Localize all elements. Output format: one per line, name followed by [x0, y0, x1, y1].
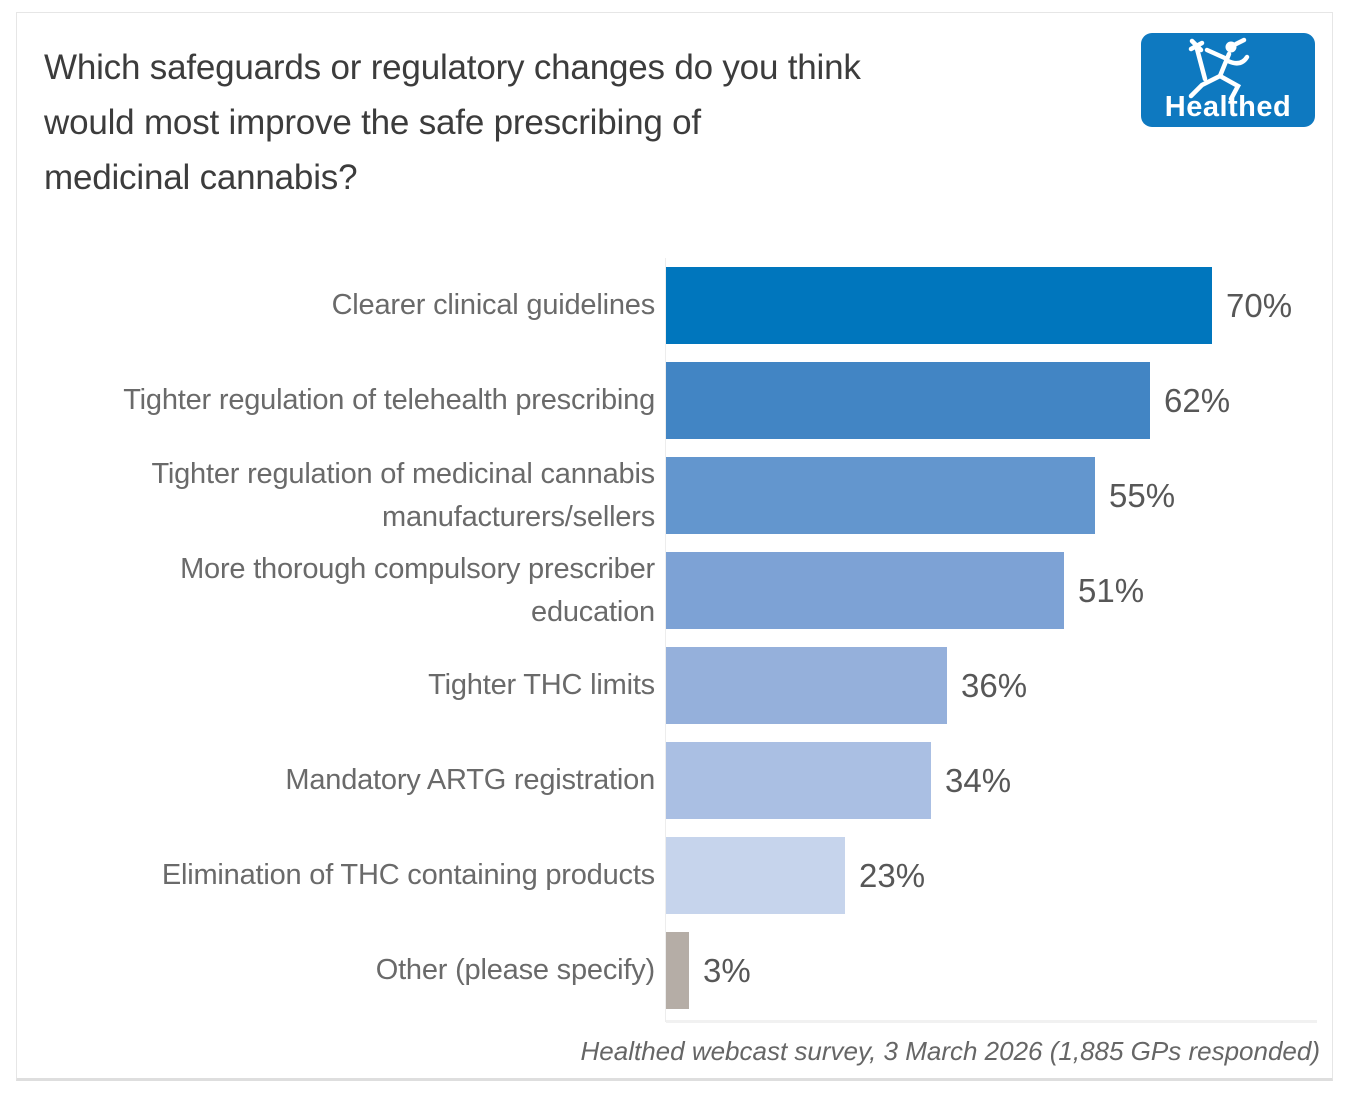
- bar: [666, 457, 1095, 534]
- source-caption: Healthed webcast survey, 3 March 2026 (1…: [580, 1036, 1320, 1066]
- bar: [666, 837, 845, 914]
- chart-row: More thorough compulsory prescriber educ…: [0, 543, 1333, 638]
- chart-title-line: would most improve the safe prescribing …: [44, 103, 701, 142]
- bar-zone: 3%: [666, 923, 1333, 1018]
- chart-row: Mandatory ARTG registration 34%: [0, 733, 1333, 828]
- category-label: Other (please specify): [375, 954, 655, 986]
- category-label: Clearer clinical guidelines: [331, 289, 656, 321]
- bar: [666, 267, 1212, 344]
- value-label: 36%: [961, 666, 1028, 704]
- bar-zone: 23%: [666, 828, 1333, 923]
- value-label: 34%: [945, 761, 1012, 799]
- chart-row: Tighter regulation of medicinal cannabis…: [0, 448, 1333, 543]
- bar-zone: 34%: [666, 733, 1333, 828]
- chart-row: Elimination of THC containing products 2…: [0, 828, 1333, 923]
- category-label: Tighter regulation of telehealth prescri…: [123, 384, 655, 416]
- bar-zone: 51%: [666, 543, 1333, 638]
- chart-title-line: medicinal cannabis?: [44, 158, 358, 197]
- caption-separator: [666, 1020, 1317, 1023]
- axis-baseline: [665, 258, 666, 1022]
- bar-chart: Clearer clinical guidelines 70% Tighter …: [0, 258, 1333, 1018]
- value-label: 70%: [1226, 286, 1293, 324]
- value-label: 23%: [859, 856, 926, 894]
- bar: [666, 552, 1064, 629]
- value-label: 62%: [1164, 381, 1231, 419]
- healthed-logo: Healthed: [1141, 33, 1315, 127]
- bar-zone: 70%: [666, 258, 1333, 353]
- bar: [666, 647, 947, 724]
- value-label: 51%: [1078, 571, 1145, 609]
- bar: [666, 932, 689, 1009]
- hermes-runner-icon: [1188, 37, 1250, 102]
- category-label: Elimination of THC containing products: [161, 859, 655, 891]
- bar-zone: 36%: [666, 638, 1333, 733]
- value-label: 3%: [703, 951, 751, 989]
- chart-title-line: Which safeguards or regulatory changes d…: [44, 48, 861, 87]
- chart-title: Which safeguards or regulatory changes d…: [44, 40, 1114, 205]
- category-label: Tighter regulation of medicinal cannabis…: [151, 457, 655, 533]
- bar: [666, 362, 1150, 439]
- category-label: More thorough compulsory prescriber educ…: [180, 552, 655, 628]
- category-label: Tighter THC limits: [428, 669, 655, 701]
- chart-row: Other (please specify) 3%: [0, 923, 1333, 1018]
- chart-row: Clearer clinical guidelines 70%: [0, 258, 1333, 353]
- logo-wordmark: Healthed: [1165, 91, 1291, 123]
- bar-zone: 55%: [666, 448, 1333, 543]
- bar-zone: 62%: [666, 353, 1333, 448]
- category-label: Mandatory ARTG registration: [285, 764, 655, 796]
- chart-row: Tighter THC limits 36%: [0, 638, 1333, 733]
- chart-row: Tighter regulation of telehealth prescri…: [0, 353, 1333, 448]
- value-label: 55%: [1109, 476, 1176, 514]
- bar: [666, 742, 931, 819]
